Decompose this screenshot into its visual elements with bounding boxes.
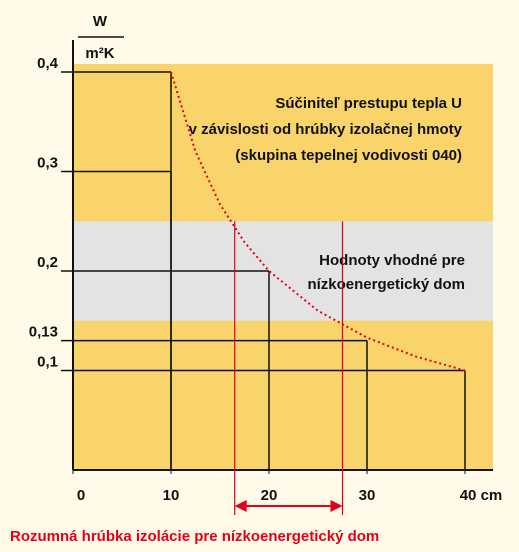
x-tick-label: 30 bbox=[359, 487, 376, 504]
y-tick-label: 0,3 bbox=[37, 154, 58, 171]
x-tick-label: 0 bbox=[77, 487, 85, 504]
annotation: (skupina tepelnej vodivosti 040) bbox=[235, 147, 462, 164]
y-tick-label: 0,4 bbox=[37, 55, 59, 72]
x-tick-label: 10 bbox=[163, 487, 180, 504]
caption: Rozumná hrúbka izolácie pre nízkoenerget… bbox=[10, 528, 379, 545]
band-label: Hodnoty vhodné pre bbox=[319, 252, 465, 269]
band-label: nízkoenergetický dom bbox=[307, 276, 465, 293]
annotation: Súčiniteľ prestupu tepla U bbox=[275, 95, 462, 112]
arrow-head bbox=[234, 500, 247, 512]
annotation: v závislosti od hrúbky izolačnej hmoty bbox=[189, 121, 463, 138]
x-tick-label: 20 bbox=[261, 487, 278, 504]
y-tick-label: 0,1 bbox=[37, 353, 58, 370]
y-unit: W bbox=[93, 13, 108, 30]
y-tick-label: 0,2 bbox=[37, 254, 58, 271]
x-tick-label: 40 cm bbox=[460, 487, 503, 504]
y-tick-label: 0,13 bbox=[29, 324, 58, 341]
arrow-head bbox=[330, 500, 343, 512]
y-unit: m²K bbox=[85, 45, 114, 62]
